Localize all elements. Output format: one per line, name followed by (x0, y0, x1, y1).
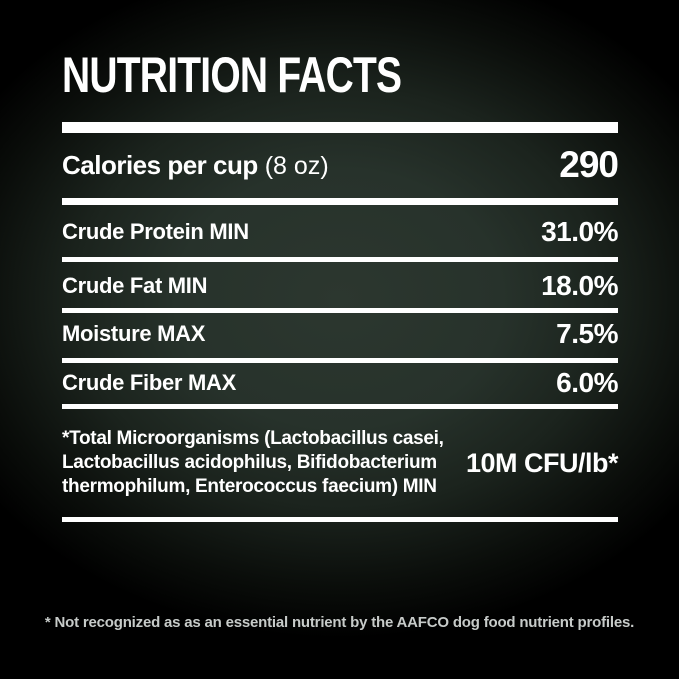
microorganisms-label: *Total Microorganisms (Lactobacillus cas… (62, 428, 444, 497)
divider-row-3 (62, 358, 618, 363)
divider-row-2 (62, 308, 618, 313)
nutrient-row-microorganisms: *Total Microorganisms (Lactobacillus cas… (62, 409, 619, 517)
nutrient-value: 18.0% (541, 270, 618, 301)
microorganisms-value: 10M CFU/lb* (465, 447, 619, 478)
label-title: NUTRITION FACTS (62, 47, 402, 103)
nutrient-label: Crude Protein MIN (62, 219, 249, 244)
divider-row-1 (62, 257, 618, 262)
nutrient-value: 7.5% (556, 318, 618, 349)
calories-unit: (8 oz) (264, 151, 329, 180)
calories-row: Calories per cup (8 oz) 290 (62, 140, 619, 190)
nutrient-row-protein: Crude Protein MIN 31.0% (62, 207, 618, 257)
nutrient-row-fiber: Crude Fiber MAX 6.0% (62, 358, 618, 408)
nutrient-value: 6.0% (556, 367, 618, 398)
nutrient-value: 31.0% (541, 216, 618, 247)
nutrient-row-moisture: Moisture MAX 7.5% (62, 309, 618, 359)
divider-row-4 (62, 404, 618, 409)
nutrient-label: Crude Fat MIN (62, 273, 208, 298)
calories-left: Calories per cup (8 oz) (62, 150, 329, 181)
nutrient-label: Crude Fiber MAX (62, 370, 236, 395)
divider-bottom (62, 517, 618, 522)
nutrient-label: Moisture MAX (62, 321, 206, 346)
divider-thick-top (62, 122, 618, 133)
aafco-footnote: * Not recognized as as an essential nutr… (44, 614, 635, 631)
nutrient-row-fat: Crude Fat MIN 18.0% (62, 261, 618, 311)
calories-label: Calories per cup (62, 149, 258, 180)
divider-below-calories (62, 198, 618, 205)
calories-value: 290 (559, 144, 619, 185)
label-content: NUTRITION FACTS Calories per cup (8 oz) 2… (62, 0, 619, 679)
